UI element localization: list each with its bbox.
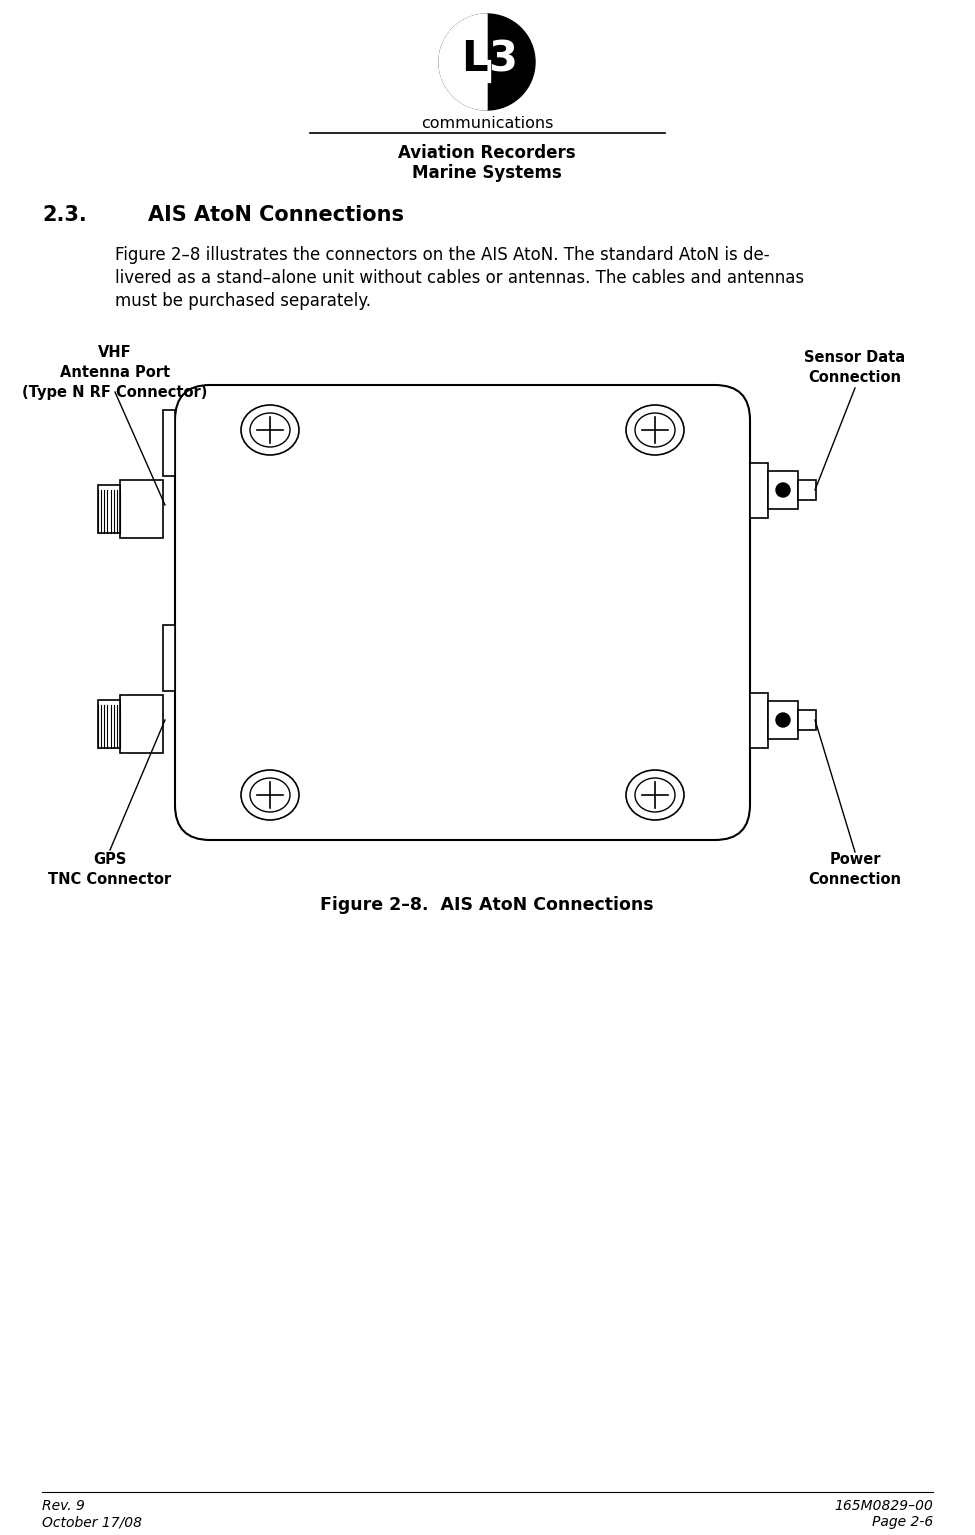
Text: Power
Connection: Power Connection bbox=[808, 852, 902, 887]
Text: Rev. 9: Rev. 9 bbox=[42, 1500, 85, 1514]
Text: 3: 3 bbox=[488, 38, 518, 80]
Circle shape bbox=[776, 484, 790, 497]
Circle shape bbox=[439, 14, 535, 111]
Bar bbox=[98, 700, 120, 748]
Ellipse shape bbox=[250, 778, 290, 812]
Bar bbox=[798, 480, 816, 500]
FancyBboxPatch shape bbox=[462, 60, 490, 81]
Ellipse shape bbox=[241, 771, 299, 820]
Circle shape bbox=[776, 712, 790, 728]
Text: October 17/08: October 17/08 bbox=[42, 1515, 142, 1529]
Ellipse shape bbox=[635, 413, 675, 447]
Bar bbox=[120, 695, 163, 754]
Text: VHF
Antenna Port
(Type N RF Connector): VHF Antenna Port (Type N RF Connector) bbox=[22, 345, 208, 399]
Bar bbox=[768, 471, 798, 510]
Text: Sensor Data
Connection: Sensor Data Connection bbox=[804, 350, 906, 385]
Text: 2.3.: 2.3. bbox=[42, 206, 87, 226]
Ellipse shape bbox=[626, 405, 684, 454]
FancyBboxPatch shape bbox=[175, 385, 750, 840]
Text: communications: communications bbox=[421, 117, 553, 132]
Bar bbox=[163, 625, 175, 691]
Bar bbox=[768, 701, 798, 738]
Text: livered as a stand–alone unit without cables or antennas. The cables and antenna: livered as a stand–alone unit without ca… bbox=[115, 269, 804, 287]
Ellipse shape bbox=[241, 405, 299, 454]
Bar bbox=[750, 464, 768, 517]
Text: Aviation Recorders: Aviation Recorders bbox=[398, 144, 576, 163]
Text: 165M0829–00: 165M0829–00 bbox=[835, 1500, 933, 1514]
Text: Figure 2–8 illustrates the connectors on the AIS AtoN. The standard AtoN is de-: Figure 2–8 illustrates the connectors on… bbox=[115, 246, 769, 264]
Wedge shape bbox=[439, 14, 487, 111]
Bar bbox=[120, 480, 163, 537]
Text: GPS
TNC Connector: GPS TNC Connector bbox=[49, 852, 172, 887]
Bar bbox=[163, 410, 175, 476]
Text: must be purchased separately.: must be purchased separately. bbox=[115, 292, 371, 310]
Text: AIS AtoN Connections: AIS AtoN Connections bbox=[148, 206, 404, 226]
Text: Marine Systems: Marine Systems bbox=[412, 164, 562, 183]
Ellipse shape bbox=[635, 778, 675, 812]
Text: L: L bbox=[460, 38, 488, 80]
Text: Page 2-6: Page 2-6 bbox=[872, 1515, 933, 1529]
Ellipse shape bbox=[250, 413, 290, 447]
Ellipse shape bbox=[626, 771, 684, 820]
Text: Figure 2–8.  AIS AtoN Connections: Figure 2–8. AIS AtoN Connections bbox=[320, 896, 654, 913]
Bar bbox=[798, 711, 816, 731]
Bar bbox=[750, 692, 768, 748]
Bar bbox=[98, 485, 120, 533]
